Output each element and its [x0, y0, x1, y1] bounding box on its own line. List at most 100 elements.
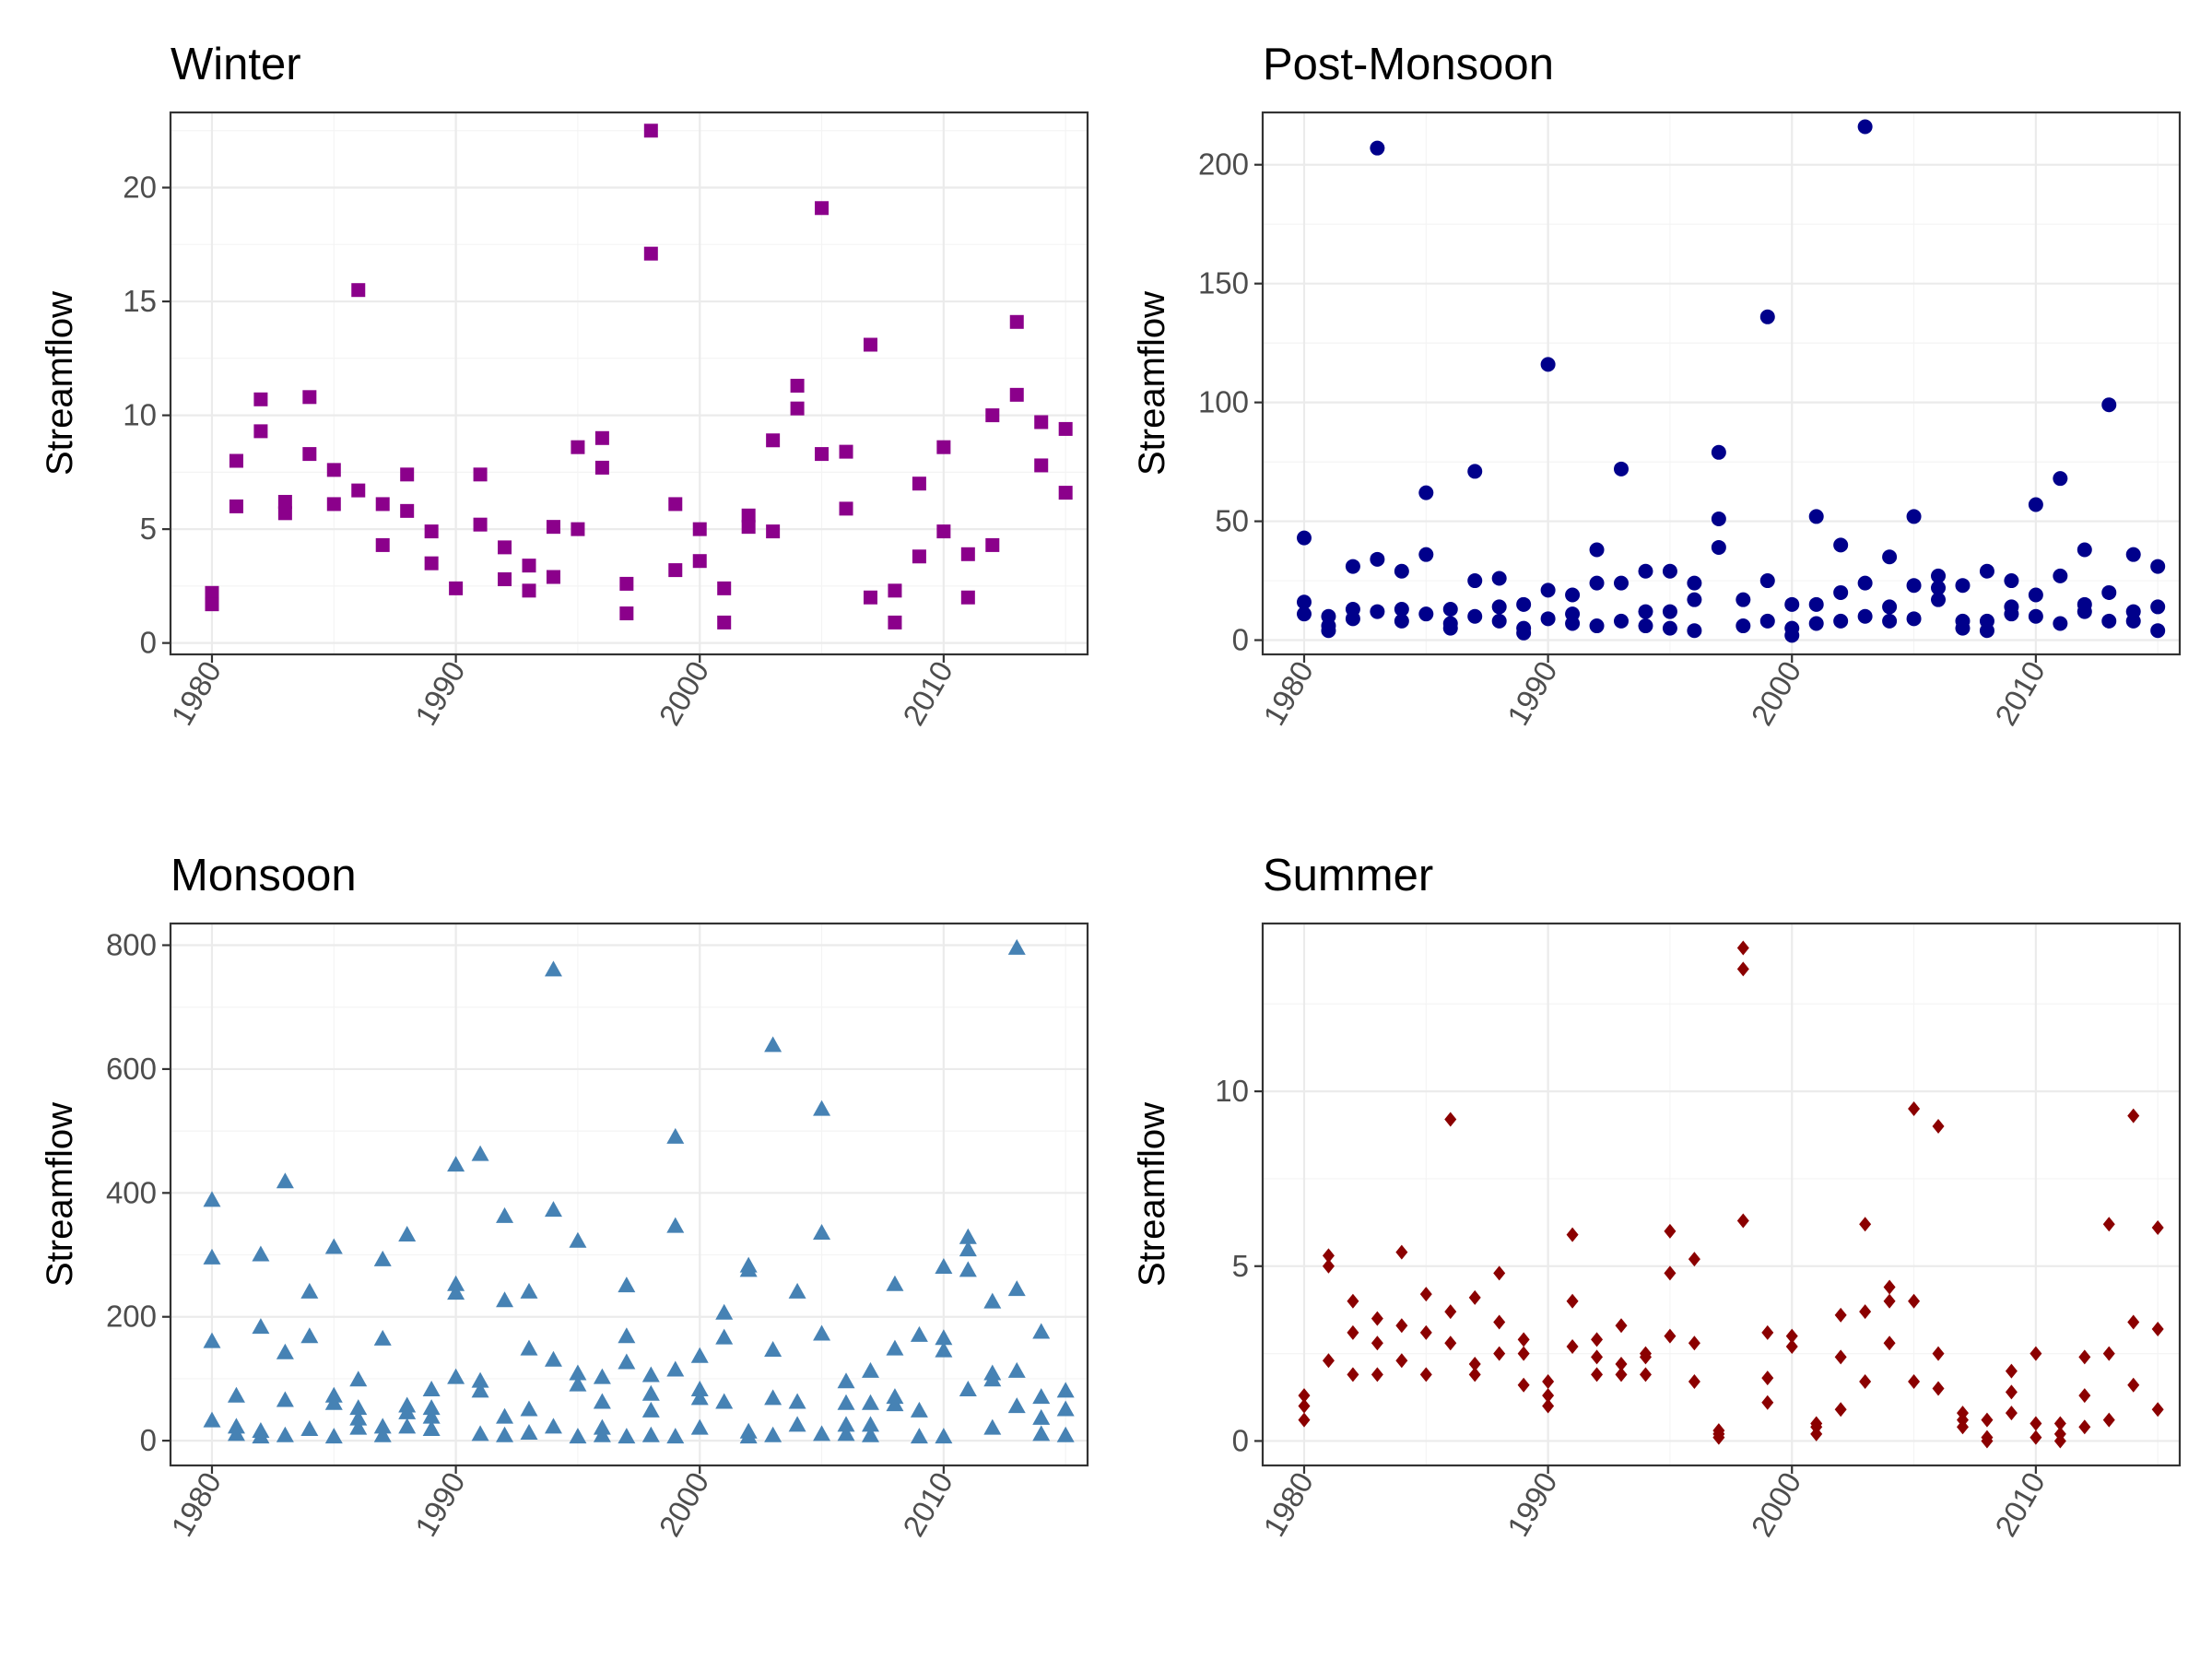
data-point [2078, 1388, 2091, 1404]
data-point [520, 1339, 538, 1356]
data-point [692, 554, 707, 569]
data-point [959, 1241, 977, 1257]
y-tick-label: 0 [1232, 1423, 1249, 1457]
data-point [1810, 1426, 1823, 1441]
data-point [1493, 1314, 1506, 1330]
data-point [324, 1428, 343, 1444]
data-point [2078, 1349, 2091, 1365]
data-point [1614, 613, 1630, 629]
data-point [983, 1418, 1002, 1435]
x-tick-label: 2000 [653, 655, 716, 731]
data-point [1491, 571, 1507, 586]
data-point [739, 1428, 758, 1444]
data-point [717, 615, 732, 629]
data-point [668, 563, 683, 578]
data-point [1808, 616, 1824, 631]
data-point [520, 1424, 538, 1441]
data-point [1566, 1293, 1579, 1309]
data-point [690, 1381, 709, 1397]
data-point [1931, 580, 1947, 595]
data-point [1321, 623, 1336, 639]
data-point [715, 1393, 734, 1409]
data-point [1540, 357, 1556, 372]
y-tick-label: 800 [106, 928, 157, 962]
data-point [690, 1347, 709, 1363]
plot-background [171, 924, 1088, 1465]
data-point [300, 1420, 319, 1437]
data-point [1639, 1367, 1652, 1382]
data-point [1736, 1213, 1749, 1229]
data-point [1735, 592, 1751, 607]
data-point [473, 517, 488, 532]
data-point [447, 1284, 465, 1300]
data-point [1370, 551, 1385, 567]
x-tick-label: 1990 [408, 1466, 472, 1542]
data-point [839, 444, 853, 459]
data-point [2102, 1346, 2115, 1361]
data-point [1834, 1307, 1847, 1323]
data-point [593, 1426, 611, 1442]
x-tick-label: 2010 [896, 1466, 959, 1542]
y-tick-label: 15 [123, 284, 157, 318]
data-point [1395, 1244, 1408, 1260]
data-point [1833, 537, 1849, 553]
data-point [985, 408, 1000, 423]
data-point [2101, 584, 2117, 600]
data-point [1906, 578, 1922, 594]
data-point [203, 1191, 221, 1207]
post-monsoon-panel: 0 50 100 150 200 1980 1990 2000 2010 Post-Monsoon… [1092, 0, 2198, 811]
y-tick-label: 50 [1215, 504, 1249, 538]
data-point [1347, 1324, 1359, 1340]
data-point [1711, 539, 1726, 555]
data-point [229, 499, 243, 513]
data-point [1418, 547, 1434, 562]
data-point [1736, 961, 1749, 977]
data-point [205, 585, 219, 600]
y-axis-label: Streamflow [40, 1102, 80, 1287]
data-point [1883, 1293, 1896, 1309]
data-point [1808, 596, 1824, 612]
data-point [766, 433, 781, 448]
x-tick-label: 1990 [1500, 1466, 1564, 1542]
data-point [1468, 1367, 1481, 1382]
data-point [2005, 1384, 2018, 1400]
data-point [375, 537, 390, 552]
data-point [790, 401, 805, 416]
data-point [373, 1329, 392, 1346]
y-tick-label: 10 [1215, 1074, 1249, 1108]
data-point [666, 1360, 685, 1377]
data-point [690, 1418, 709, 1435]
data-point [641, 1401, 660, 1418]
data-point [522, 559, 536, 573]
data-point [276, 1172, 294, 1189]
data-point [764, 1341, 782, 1358]
data-point [1394, 563, 1409, 579]
data-point [715, 1328, 734, 1345]
data-point [1859, 1217, 1872, 1232]
data-point [373, 1426, 392, 1442]
post-monsoon-chart: 0 50 100 150 200 1980 1990 2000 2010 Post-Monsoon… [1132, 40, 2182, 731]
data-point [400, 467, 415, 482]
data-point [471, 1382, 489, 1398]
data-point [2077, 542, 2092, 558]
y-tick-label: 0 [1232, 623, 1249, 657]
data-point [203, 1411, 221, 1428]
x-tick-label: 2000 [1745, 1466, 1808, 1542]
data-point [349, 1418, 368, 1435]
data-point [252, 1245, 270, 1262]
data-point [1345, 559, 1360, 574]
data-point [1056, 1426, 1075, 1442]
data-point [861, 1426, 879, 1442]
data-point [2004, 573, 2019, 589]
data-point [666, 1217, 685, 1233]
data-point [2004, 606, 2019, 622]
y-tick-label: 10 [123, 398, 157, 432]
data-point [1444, 1304, 1457, 1320]
data-point [666, 1428, 685, 1444]
data-point [764, 1036, 782, 1053]
data-point [1491, 613, 1507, 629]
data-point [1370, 604, 1385, 619]
y-tick-label: 0 [140, 1423, 157, 1457]
data-point [1979, 563, 1994, 579]
data-point [227, 1425, 245, 1441]
